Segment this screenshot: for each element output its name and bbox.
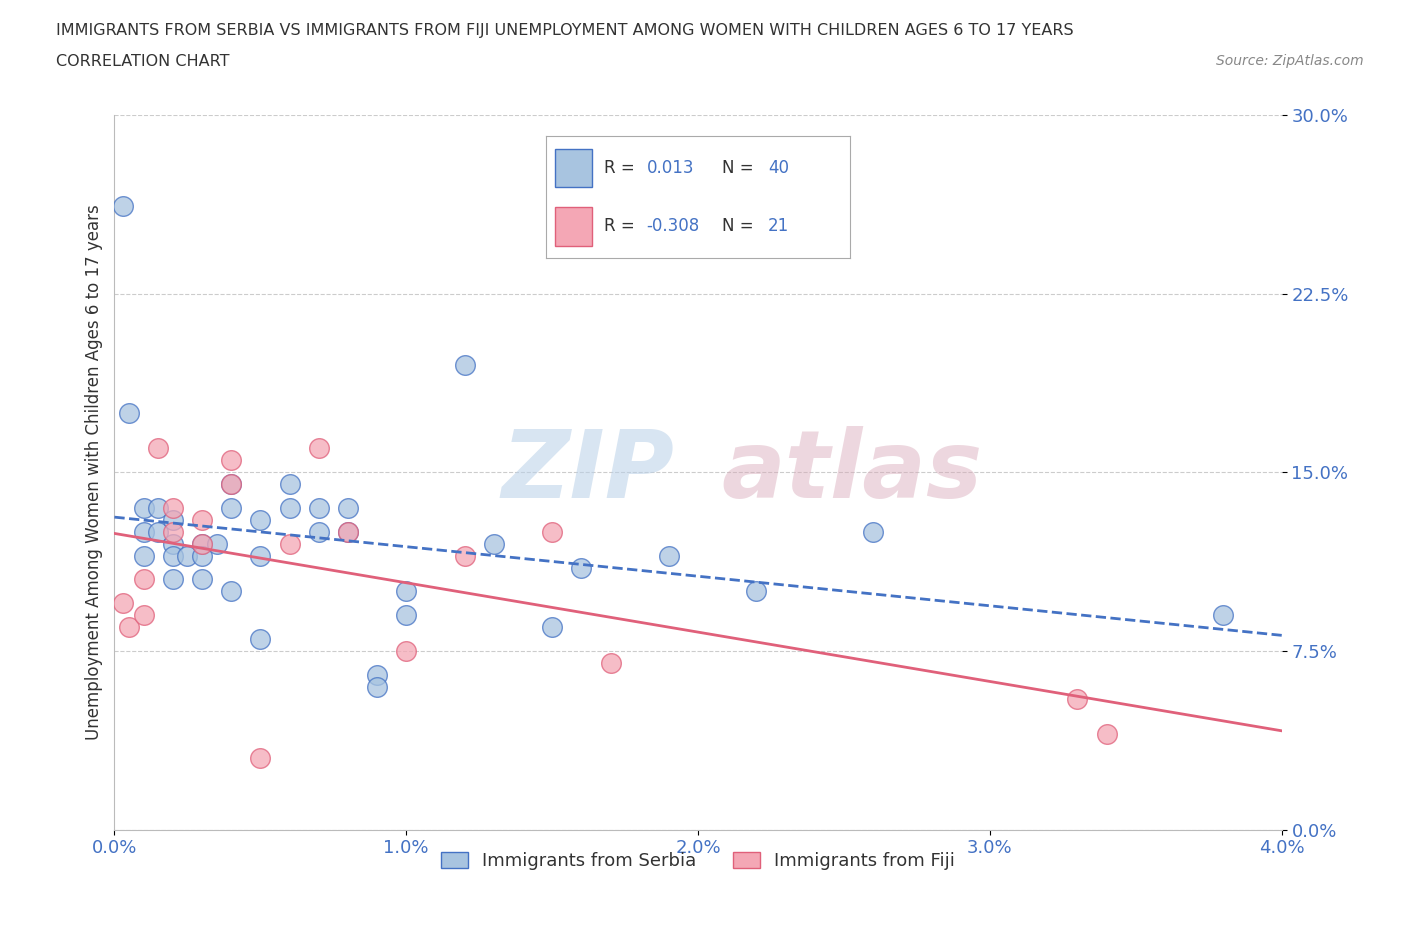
Point: [191, 572, 214, 587]
Point: [278, 477, 301, 492]
Point: [249, 548, 271, 563]
Point: [249, 512, 271, 527]
Point: [148, 441, 170, 456]
Point: [219, 477, 242, 492]
Point: [336, 525, 359, 539]
Text: IMMIGRANTS FROM SERBIA VS IMMIGRANTS FROM FIJI UNEMPLOYMENT AMONG WOMEN WITH CHI: IMMIGRANTS FROM SERBIA VS IMMIGRANTS FRO…: [56, 23, 1074, 38]
Point: [366, 679, 388, 694]
Point: [278, 537, 301, 551]
Point: [112, 198, 135, 213]
Point: [162, 537, 184, 551]
Point: [1095, 727, 1118, 742]
Point: [112, 596, 135, 611]
Point: [308, 525, 330, 539]
Y-axis label: Unemployment Among Women with Children Ages 6 to 17 years: Unemployment Among Women with Children A…: [86, 205, 103, 740]
Point: [395, 584, 418, 599]
Point: [219, 453, 242, 468]
Point: [162, 548, 184, 563]
Point: [219, 500, 242, 515]
Point: [148, 500, 170, 515]
Point: [191, 537, 214, 551]
Point: [862, 525, 884, 539]
Point: [191, 548, 214, 563]
Point: [219, 584, 242, 599]
Point: [745, 584, 768, 599]
Legend: Immigrants from Serbia, Immigrants from Fiji: Immigrants from Serbia, Immigrants from …: [433, 845, 963, 878]
Point: [132, 548, 155, 563]
Point: [308, 500, 330, 515]
Text: ZIP: ZIP: [502, 426, 675, 518]
Point: [176, 548, 198, 563]
Point: [132, 500, 155, 515]
Point: [1066, 691, 1088, 706]
Point: [658, 548, 681, 563]
Text: atlas: atlas: [721, 426, 983, 518]
Point: [148, 525, 170, 539]
Text: Source: ZipAtlas.com: Source: ZipAtlas.com: [1216, 54, 1364, 68]
Point: [278, 500, 301, 515]
Point: [118, 619, 141, 634]
Point: [453, 358, 475, 373]
Point: [453, 548, 475, 563]
Point: [162, 500, 184, 515]
Point: [162, 525, 184, 539]
Point: [599, 656, 621, 671]
Point: [132, 607, 155, 622]
Text: CORRELATION CHART: CORRELATION CHART: [56, 54, 229, 69]
Point: [366, 668, 388, 683]
Point: [336, 500, 359, 515]
Point: [308, 441, 330, 456]
Point: [249, 631, 271, 646]
Point: [541, 619, 564, 634]
Point: [1212, 607, 1234, 622]
Point: [395, 644, 418, 658]
Point: [336, 525, 359, 539]
Point: [395, 607, 418, 622]
Point: [569, 560, 592, 575]
Point: [219, 477, 242, 492]
Point: [162, 512, 184, 527]
Point: [205, 537, 228, 551]
Point: [191, 537, 214, 551]
Point: [249, 751, 271, 765]
Point: [132, 525, 155, 539]
Point: [132, 572, 155, 587]
Point: [162, 572, 184, 587]
Point: [118, 405, 141, 420]
Point: [541, 525, 564, 539]
Point: [482, 537, 505, 551]
Point: [191, 512, 214, 527]
